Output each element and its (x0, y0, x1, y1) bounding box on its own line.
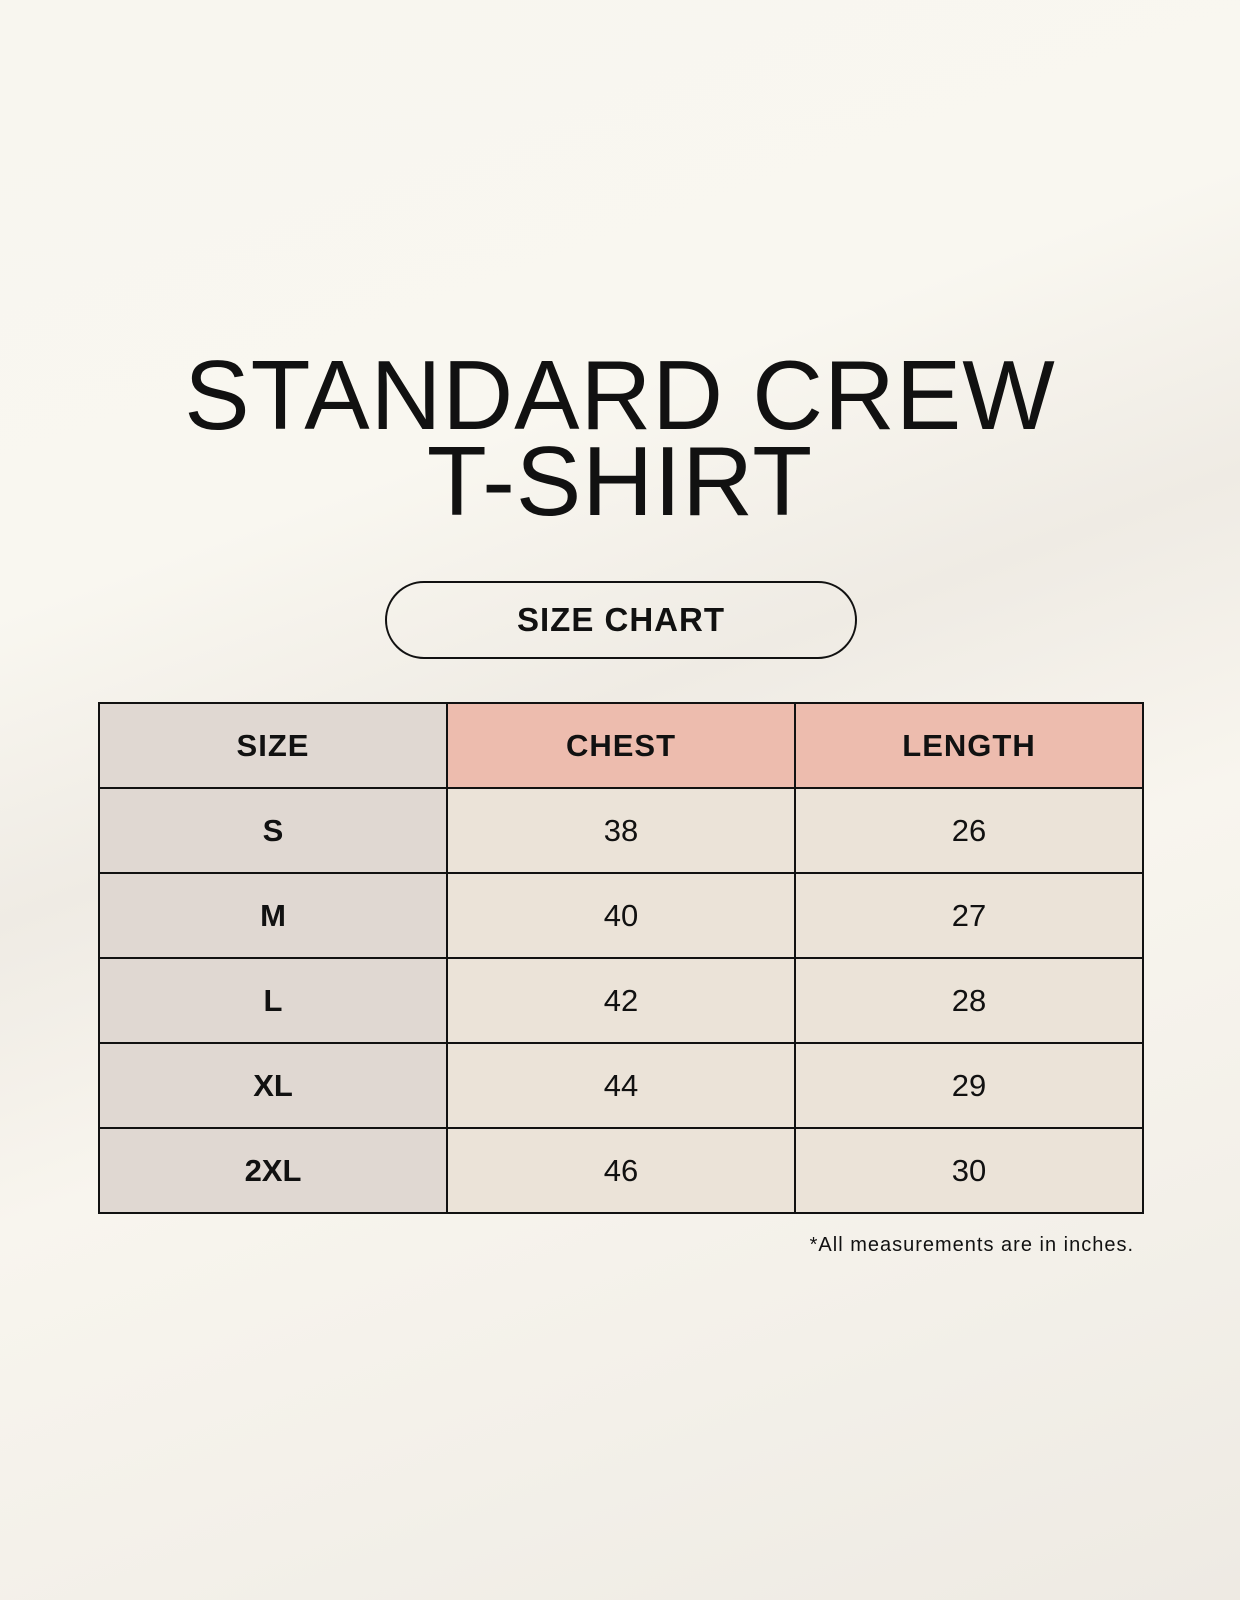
size-cell: M (98, 872, 448, 959)
chest-cell: 38 (446, 787, 796, 874)
chest-cell: 46 (446, 1127, 796, 1214)
title-line-1: STANDARD CREW (184, 340, 1056, 450)
size-cell: S (98, 787, 448, 874)
size-table: SIZE CHEST LENGTH S 38 26 M 40 27 L 42 28 XL 44… (98, 702, 1144, 1214)
length-cell: 26 (794, 787, 1144, 874)
title-line-2: T-SHIRT (426, 426, 814, 536)
header-chest: CHEST (446, 702, 796, 789)
chest-cell: 40 (446, 872, 796, 959)
chest-cell: 42 (446, 957, 796, 1044)
size-cell: XL (98, 1042, 448, 1129)
length-cell: 29 (794, 1042, 1144, 1129)
footnote: *All measurements are in inches. (809, 1234, 1134, 1256)
size-chart-badge: SIZE CHART (385, 581, 857, 659)
table-row: L 42 28 (98, 957, 1144, 1044)
table-header-row: SIZE CHEST LENGTH (98, 702, 1144, 789)
page-title: STANDARD CREW T-SHIRT (0, 340, 1240, 536)
length-cell: 27 (794, 872, 1144, 959)
table-row: 2XL 46 30 (98, 1127, 1144, 1214)
header-size: SIZE (98, 702, 448, 789)
size-cell: L (98, 957, 448, 1044)
size-cell: 2XL (98, 1127, 448, 1214)
table-row: S 38 26 (98, 787, 1144, 874)
header-length: LENGTH (794, 702, 1144, 789)
table-row: XL 44 29 (98, 1042, 1144, 1129)
chest-cell: 44 (446, 1042, 796, 1129)
table-row: M 40 27 (98, 872, 1144, 959)
length-cell: 28 (794, 957, 1144, 1044)
length-cell: 30 (794, 1127, 1144, 1214)
